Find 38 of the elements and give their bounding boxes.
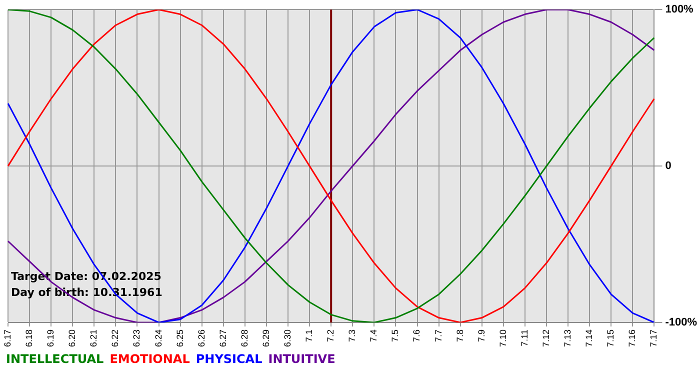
x-tick-label: 6.20: [67, 329, 78, 348]
y-tick-label: 0: [665, 160, 672, 172]
x-tick-label: 7.3: [347, 329, 358, 342]
x-tick-label: 7.7: [433, 329, 444, 342]
x-tick-label: 7.2: [326, 329, 336, 342]
x-tick-label: 7.5: [390, 329, 400, 342]
y-tick-label: -100%: [665, 316, 698, 329]
x-tick-label: 6.29: [260, 329, 271, 348]
x-tick-label: 6.22: [110, 329, 120, 348]
x-tick-label: 6.17: [2, 329, 12, 348]
x-tick-label: 6.21: [88, 329, 99, 348]
x-tick-label: 7.12: [540, 329, 551, 348]
y-tick-label: 100%: [665, 4, 694, 16]
x-tick-label: 7.1: [304, 329, 314, 342]
x-tick-label: 6.25: [174, 329, 185, 348]
x-tick-label: 6.18: [24, 329, 34, 348]
text: EMOTIONAL: [110, 352, 190, 366]
text: INTELLECTUAL: [6, 352, 104, 366]
x-tick-label: 6.30: [282, 329, 293, 348]
x-tick-label: 7.14: [584, 329, 594, 348]
x-tick-label: 6.19: [46, 329, 56, 348]
x-tick-label: 7.13: [562, 329, 573, 348]
x-tick-label: 7.9: [476, 329, 486, 342]
x-tick-label: 7.8: [454, 329, 465, 342]
text: PHYSICAL: [196, 352, 262, 366]
x-tick-label: 7.11: [519, 329, 530, 346]
x-tick-label: 6.27: [218, 329, 228, 348]
x-tick-label: 7.17: [648, 329, 659, 348]
x-tick-label: 6.28: [239, 329, 250, 348]
x-tick-label: 6.26: [196, 329, 206, 348]
x-tick-label: 6.23: [132, 329, 142, 348]
text: INTUITIVE: [268, 352, 336, 366]
x-tick-label: 7.4: [368, 329, 379, 342]
x-tick-label: 7.6: [412, 329, 422, 342]
x-tick-label: 7.16: [627, 329, 638, 348]
x-tick-label: 7.15: [606, 329, 616, 348]
x-tick-label: 6.24: [153, 329, 164, 348]
x-tick-label: 7.10: [498, 329, 508, 348]
